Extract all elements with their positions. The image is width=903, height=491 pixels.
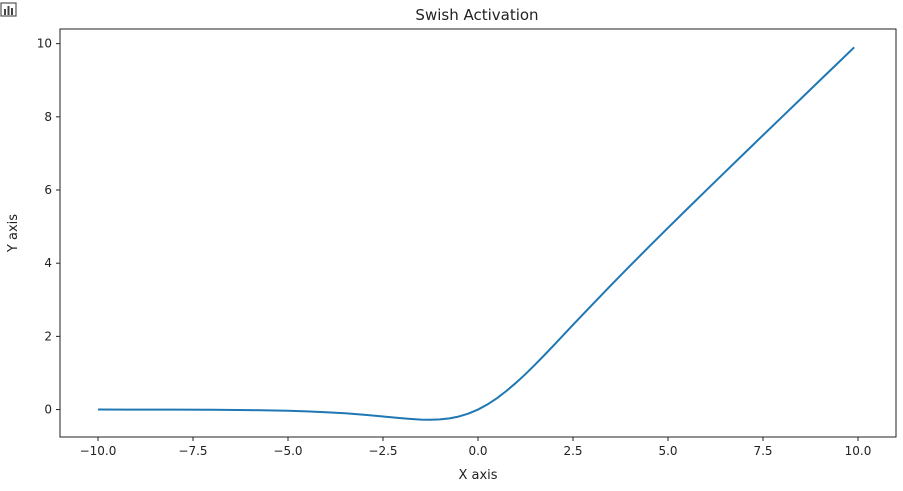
swish-series-line xyxy=(97,46,855,421)
chart-title: Swish Activation xyxy=(415,6,538,24)
x-tick-label: −7.5 xyxy=(178,444,207,458)
x-tick-label: 7.5 xyxy=(753,444,772,458)
plot-area xyxy=(59,28,897,438)
x-tick-label: −5.0 xyxy=(273,444,302,458)
y-tick-label: 0 xyxy=(44,403,52,417)
series-lines xyxy=(97,46,855,421)
y-tick-label: 8 xyxy=(44,110,52,124)
x-tick-label: −2.5 xyxy=(368,444,397,458)
x-tick-label: 0.0 xyxy=(468,444,487,458)
y-tick-label: 6 xyxy=(44,183,52,197)
x-tick-label: 10.0 xyxy=(845,444,872,458)
y-tick-label: 2 xyxy=(44,329,52,343)
x-tick-label: 2.5 xyxy=(563,444,582,458)
chart-widget-icon xyxy=(0,2,17,17)
x-tick-label: 5.0 xyxy=(658,444,677,458)
x-axis: −10.0 −7.5 −5.0 −2.5 0.0 2.5 5.0 7.5 10.0 xyxy=(80,437,872,458)
x-tick-label: −10.0 xyxy=(80,444,117,458)
y-tick-label: 4 xyxy=(44,256,52,270)
y-axis-label: Y axis xyxy=(6,214,21,253)
y-tick-label: 10 xyxy=(37,37,52,51)
y-axis: 0 2 4 6 8 10 xyxy=(37,37,60,417)
x-axis-label: X axis xyxy=(458,468,497,483)
